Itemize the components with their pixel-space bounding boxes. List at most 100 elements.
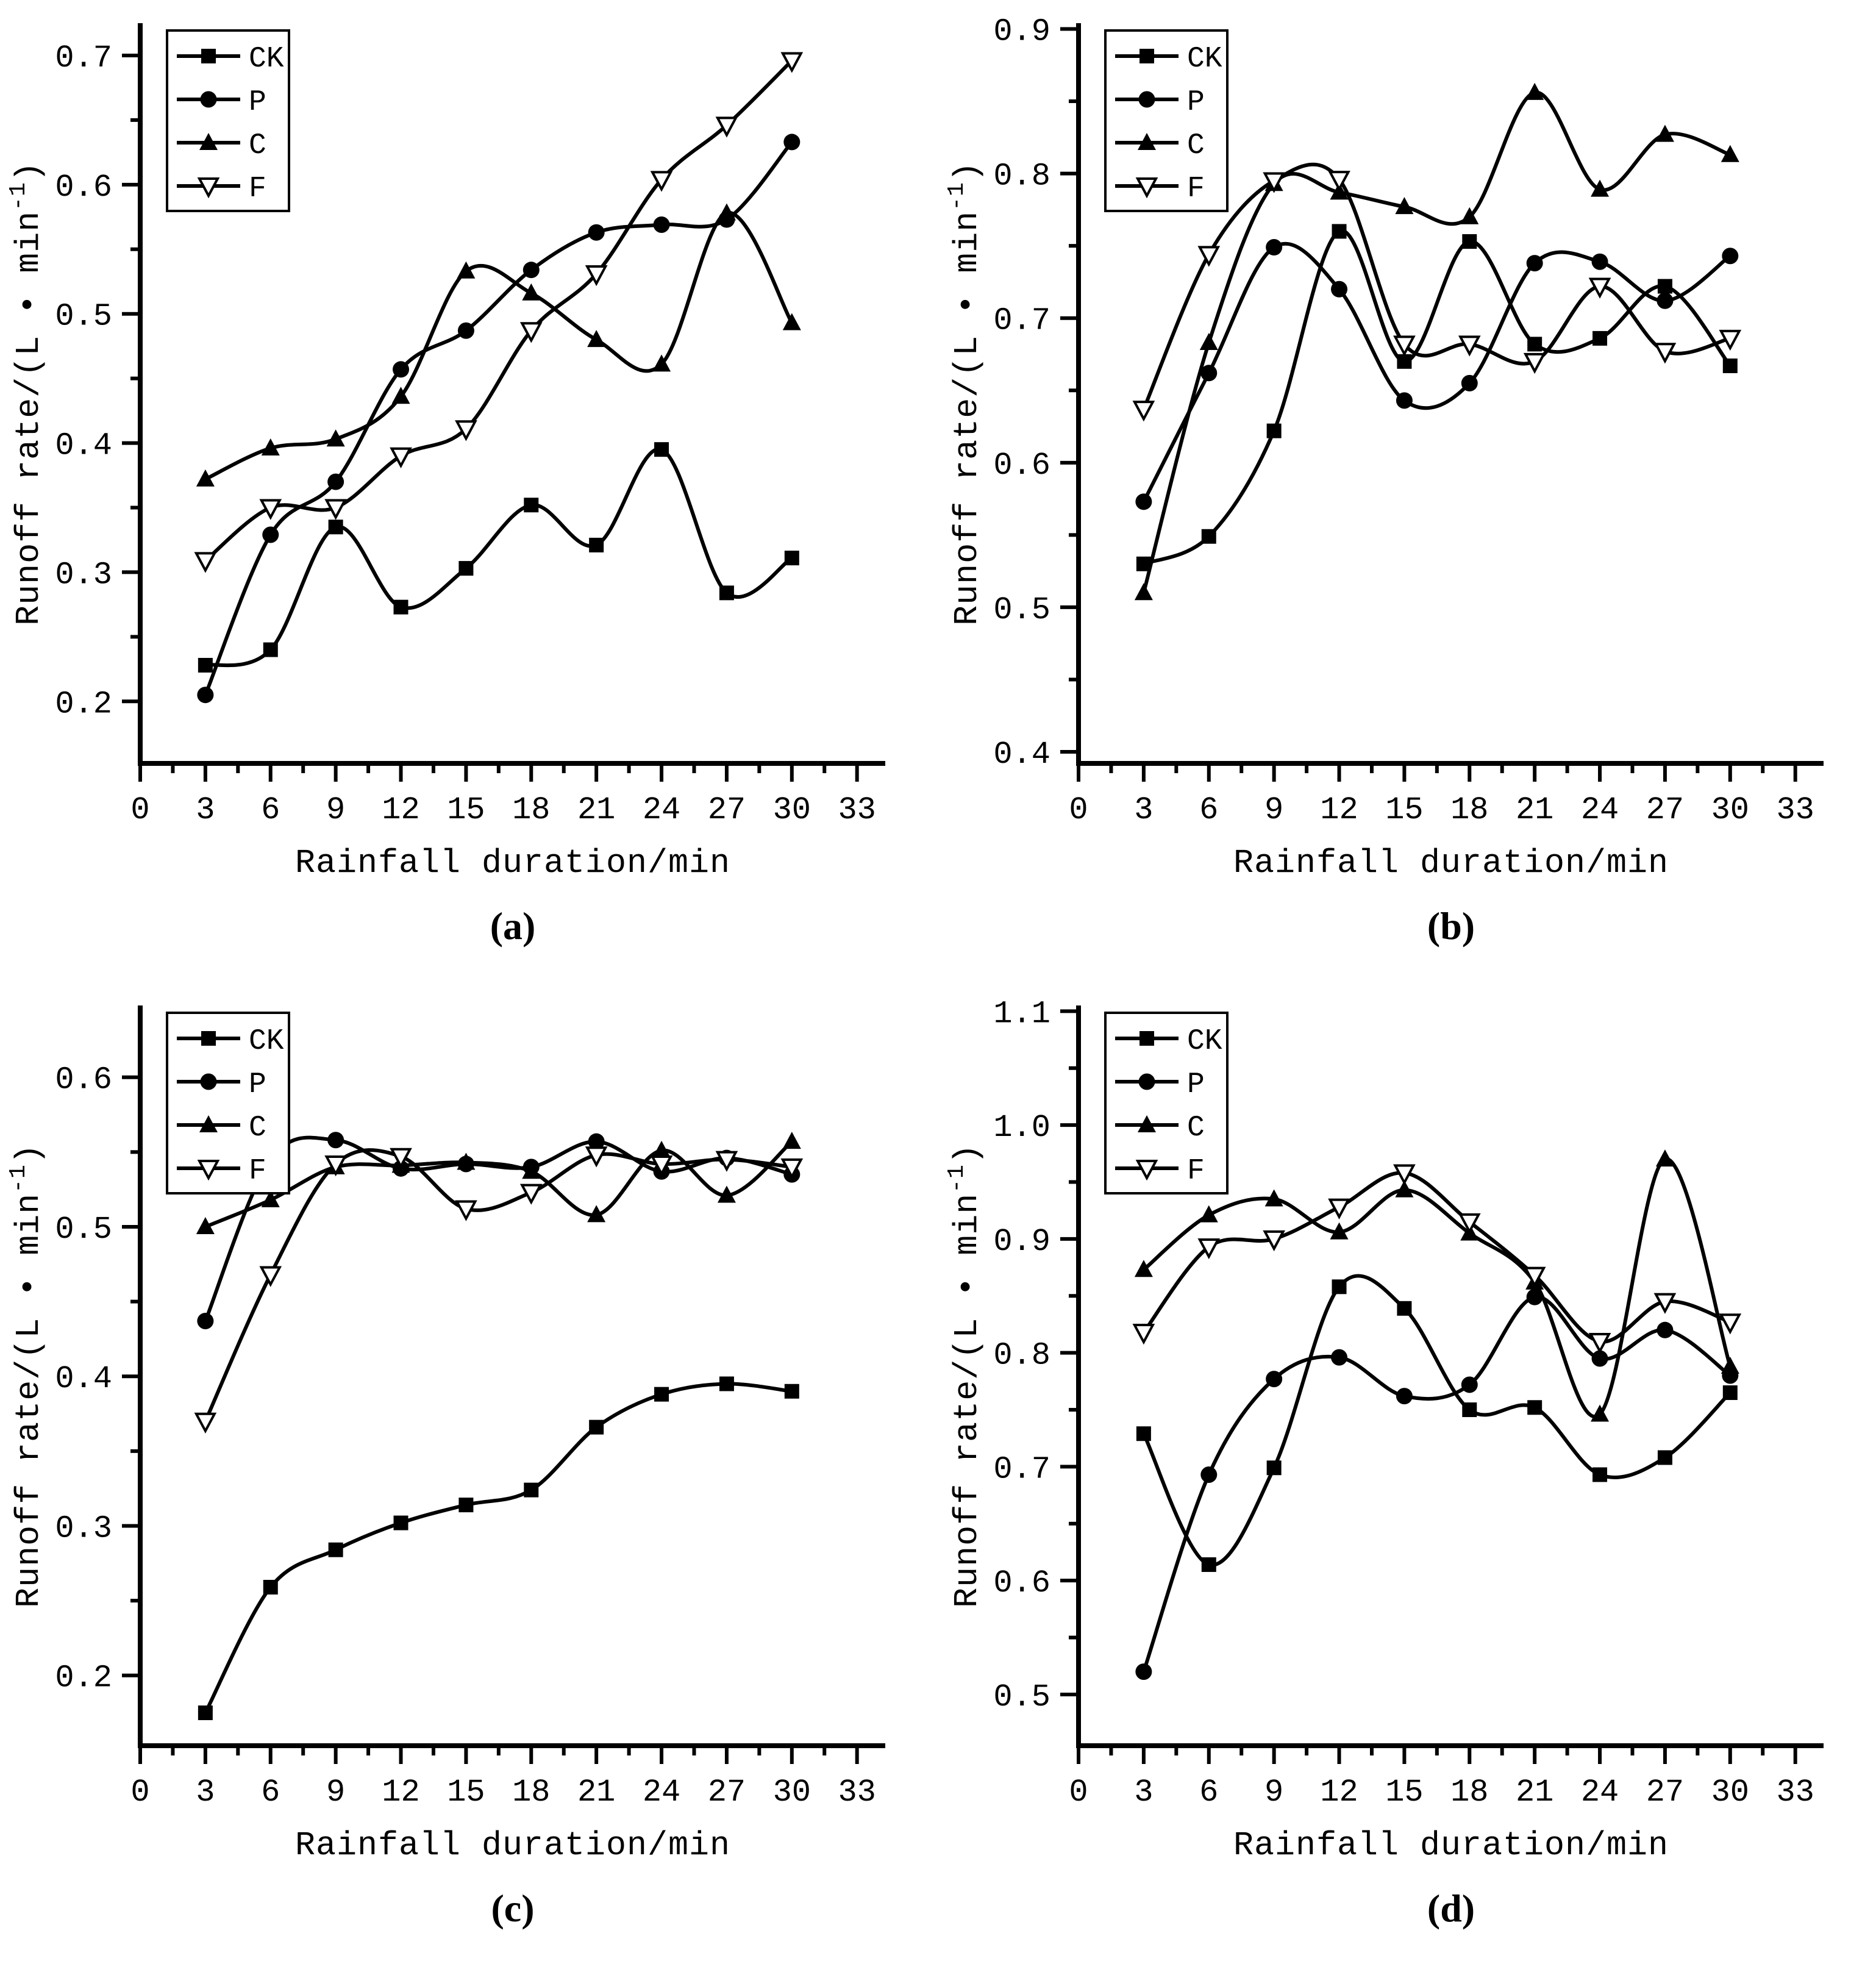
x-tick-label: 0 [1069, 1774, 1088, 1810]
marker-filled-triangle-up-C [522, 283, 541, 301]
y-tick-label: 0.6 [55, 1062, 112, 1098]
marker-open-triangle-down-F [1523, 352, 1546, 374]
marker-filled-square-CK [198, 657, 213, 673]
marker-filled-square-CK [524, 1482, 539, 1498]
marker-filled-triangle-up-C [457, 1152, 476, 1170]
marker-filled-circle-P [588, 224, 605, 241]
chart-a: 0.2 0.3 0.4 0.5 0.6 0.7 0 3 6 9 12 15 18 21 24 27 30 33 CK… [5, 23, 885, 882]
marker-open-triangle-down-F [259, 1266, 282, 1287]
legend-label-P: P [1187, 86, 1205, 119]
legend-label-CK: CK [1187, 1025, 1222, 1058]
caption-d: (d) [1427, 1887, 1475, 1930]
chart-d: 0.5 0.6 0.7 0.8 0.9 1.0 1.1 0 3 6 9 12 15 18 21 24 27 30 3… [944, 996, 1824, 1865]
marker-open-triangle-down-legend-F [197, 1160, 220, 1181]
marker-filled-triangle-up-C [1134, 1260, 1153, 1277]
legend-box [1104, 29, 1229, 212]
y-tick-label: 0.8 [993, 1338, 1050, 1374]
marker-filled-triangle-up-C [782, 313, 801, 330]
marker-filled-triangle-up-C [1460, 207, 1479, 224]
x-tick-label: 33 [838, 1774, 876, 1810]
x-tick-label: 33 [1776, 792, 1814, 828]
panel-b: 0.4 0.5 0.6 0.7 0.8 0.9 0 3 6 9 12 15 18 21 24 27 30 33 CK… [938, 0, 1876, 982]
x-tick-label: 12 [382, 1774, 419, 1810]
legend-label-F: F [1187, 1155, 1205, 1188]
marker-filled-square-CK [719, 585, 734, 601]
marker-filled-triangle-up-C [717, 1185, 736, 1203]
marker-filled-square-CK [1592, 1467, 1608, 1482]
marker-filled-square-CK [1527, 1400, 1543, 1415]
series-C-line [203, 211, 794, 481]
x-tick-label: 6 [1199, 792, 1218, 828]
y-tick-label: 1.0 [993, 1110, 1050, 1146]
marker-filled-circle-P [588, 1133, 605, 1150]
marker-open-triangle-down-F [715, 1151, 738, 1172]
marker-open-triangle-down-F [780, 52, 804, 73]
marker-open-triangle-down-F [324, 1155, 347, 1177]
marker-filled-square-CK [1201, 1557, 1216, 1573]
x-tick-label: 27 [708, 1774, 746, 1810]
y-axis-label-main: Runoff rate/(L • min [948, 211, 986, 626]
marker-filled-triangle-up-C [1721, 1357, 1739, 1374]
caption-b: (b) [1427, 904, 1475, 948]
y-tick-label: 0.8 [993, 159, 1050, 195]
y-tick-label: 0.3 [55, 557, 112, 593]
series-CK-line [1141, 1274, 1732, 1567]
marker-open-triangle-down-F [519, 1184, 543, 1205]
marker-filled-circle-P [327, 473, 344, 490]
x-tick-label: 9 [326, 792, 345, 828]
marker-filled-square-CK [589, 1419, 604, 1435]
marker-filled-circle-P [1591, 253, 1608, 270]
series-F-line [203, 1148, 794, 1423]
series-CK-line [203, 447, 794, 668]
marker-open-triangle-down-F [585, 1146, 608, 1168]
marker-filled-triangle-up-C [196, 1216, 215, 1234]
marker-filled-square-CK [589, 537, 604, 552]
x-tick-label: 3 [196, 1774, 215, 1810]
marker-filled-square-CK [1266, 1460, 1282, 1476]
legend-label-C: C [1187, 1112, 1205, 1144]
y-tick-label: 0.6 [55, 170, 112, 205]
marker-filled-circle-legend-P [1138, 1073, 1155, 1090]
marker-open-triangle-down-legend-F [1135, 177, 1158, 199]
marker-filled-circle-P [1266, 1371, 1283, 1388]
marker-filled-triangle-up-C [1655, 124, 1674, 142]
x-tick-label: 24 [1581, 792, 1619, 828]
legend: CK PCF [166, 29, 290, 212]
marker-filled-circle-P [262, 526, 279, 543]
marker-filled-circle-P [1135, 493, 1152, 510]
marker-filled-circle-P [1396, 392, 1413, 409]
marker-filled-square-CK [1266, 423, 1282, 438]
marker-filled-square-CK [263, 1580, 278, 1595]
y-tick-label: 0.2 [55, 1660, 112, 1696]
marker-open-triangle-down-F [194, 552, 217, 573]
marker-filled-triangle-up-C [587, 1205, 606, 1223]
series-CK-line [203, 1382, 794, 1715]
marker-filled-square-CK [784, 551, 799, 566]
marker-filled-triangle-up-C [1264, 1189, 1283, 1207]
marker-filled-triangle-up-C [717, 203, 736, 221]
x-tick-label: 24 [1581, 1774, 1619, 1810]
y-tick-label: 0.2 [55, 686, 112, 722]
legend-label-P: P [249, 86, 266, 119]
marker-filled-triangle-up-C [457, 261, 476, 279]
marker-open-triangle-down-F [1263, 172, 1285, 193]
marker-open-triangle-down-F [1458, 335, 1481, 357]
marker-open-triangle-down-F [1523, 1266, 1546, 1288]
series-P-line [1141, 241, 1732, 504]
marker-open-triangle-down-F [1197, 246, 1221, 267]
x-tick-label: 21 [577, 792, 615, 828]
marker-filled-square-CK [524, 498, 539, 513]
marker-filled-circle-P [327, 1132, 344, 1149]
x-tick-label: 9 [326, 1774, 345, 1810]
marker-filled-circle-P [1461, 1376, 1478, 1393]
marker-open-triangle-down-F [455, 1200, 477, 1221]
legend-label-F: F [1187, 173, 1205, 205]
marker-open-triangle-down-F [1393, 335, 1416, 357]
marker-filled-circle-P [457, 322, 474, 339]
panel-d: 0.5 0.6 0.7 0.8 0.9 1.0 1.1 0 3 6 9 12 15 18 21 24 27 30 3… [938, 982, 1876, 1964]
x-tick-label: 6 [261, 792, 280, 828]
y-axis-label-main: Runoff rate/(L • min [10, 1193, 48, 1608]
x-tick-label: 27 [1646, 1774, 1684, 1810]
marker-filled-circle-P [1331, 280, 1348, 298]
legend-label-P: P [1187, 1068, 1205, 1101]
